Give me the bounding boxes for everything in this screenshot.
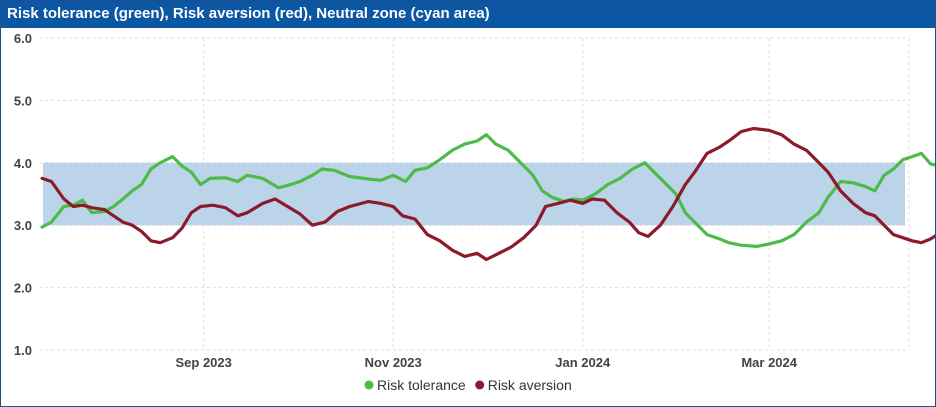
x-tick-label: Mar 2024 <box>741 355 797 370</box>
series-line-risk-tolerance <box>40 133 935 248</box>
y-axis: 1.0 2.0 3.0 4.0 5.0 6.0 <box>14 31 32 358</box>
series-line-risk-aversion <box>40 126 935 262</box>
y-tick-label: 6.0 <box>14 31 32 46</box>
legend: Risk tolerance Risk aversion <box>364 377 572 393</box>
series-group <box>40 126 935 262</box>
legend-marker <box>364 380 374 390</box>
y-tick-label: 3.0 <box>14 218 32 233</box>
y-tick-label: 1.0 <box>14 343 32 358</box>
neutral-zone-band <box>43 162 905 226</box>
line-chart: 1.0 2.0 3.0 4.0 5.0 6.0 Sep 2023 Nov 2023 Jan 2… <box>14 31 935 393</box>
legend-marker <box>475 380 485 390</box>
y-tick-label: 4.0 <box>14 156 32 171</box>
x-tick-label: Sep 2023 <box>175 355 231 370</box>
legend-label: Risk tolerance <box>377 377 466 393</box>
y-tick-label: 5.0 <box>14 93 32 108</box>
legend-label: Risk aversion <box>488 377 572 393</box>
chart-title: Risk tolerance (green), Risk aversion (r… <box>7 5 490 22</box>
x-tick-label: Jan 2024 <box>555 355 611 370</box>
x-axis: Sep 2023 Nov 2023 Jan 2024 Mar 2024 <box>175 355 797 370</box>
chart-title-bar: Risk tolerance (green), Risk aversion (r… <box>1 1 935 28</box>
x-tick-label: Nov 2023 <box>365 355 422 370</box>
y-tick-label: 2.0 <box>14 281 32 296</box>
